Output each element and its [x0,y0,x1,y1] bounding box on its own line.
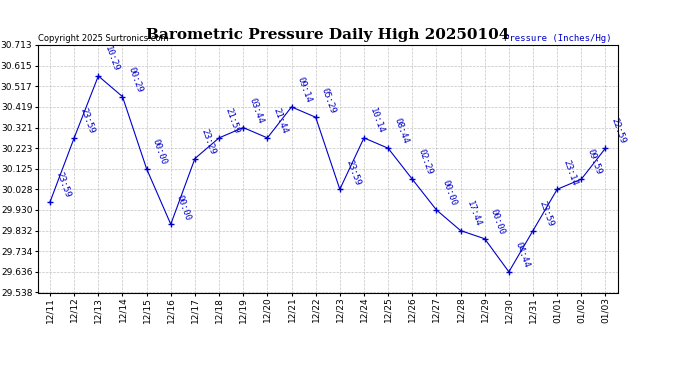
Text: 00:00: 00:00 [441,179,458,207]
Text: 17:44: 17:44 [465,200,482,228]
Text: 04:44: 04:44 [513,241,531,269]
Text: 00:00: 00:00 [151,138,168,166]
Text: 10:29: 10:29 [103,45,120,73]
Text: 00:29: 00:29 [127,66,144,94]
Text: 23:59: 23:59 [538,200,555,228]
Text: 03:44: 03:44 [248,96,265,125]
Text: 21:44: 21:44 [272,107,289,135]
Text: 23:14: 23:14 [562,158,579,186]
Text: 10:14: 10:14 [368,107,386,135]
Text: 23:59: 23:59 [79,107,96,135]
Text: 09:14: 09:14 [296,76,313,104]
Text: 08:44: 08:44 [393,117,410,146]
Text: 02:29: 02:29 [417,148,434,176]
Title: Barometric Pressure Daily High 20250104: Barometric Pressure Daily High 20250104 [146,28,509,42]
Text: 21:59: 21:59 [224,107,241,135]
Text: Copyright 2025 Surtronics.com: Copyright 2025 Surtronics.com [38,33,168,42]
Text: Pressure (Inches/Hg): Pressure (Inches/Hg) [504,33,612,42]
Text: 23:59: 23:59 [344,158,362,186]
Text: 05:29: 05:29 [320,86,337,114]
Text: 00:00: 00:00 [489,208,506,236]
Text: 09:59: 09:59 [586,148,603,176]
Text: 23:29: 23:29 [199,128,217,156]
Text: 23:59: 23:59 [55,171,72,199]
Text: 22:59: 22:59 [610,117,627,146]
Text: 00:00: 00:00 [175,193,193,222]
